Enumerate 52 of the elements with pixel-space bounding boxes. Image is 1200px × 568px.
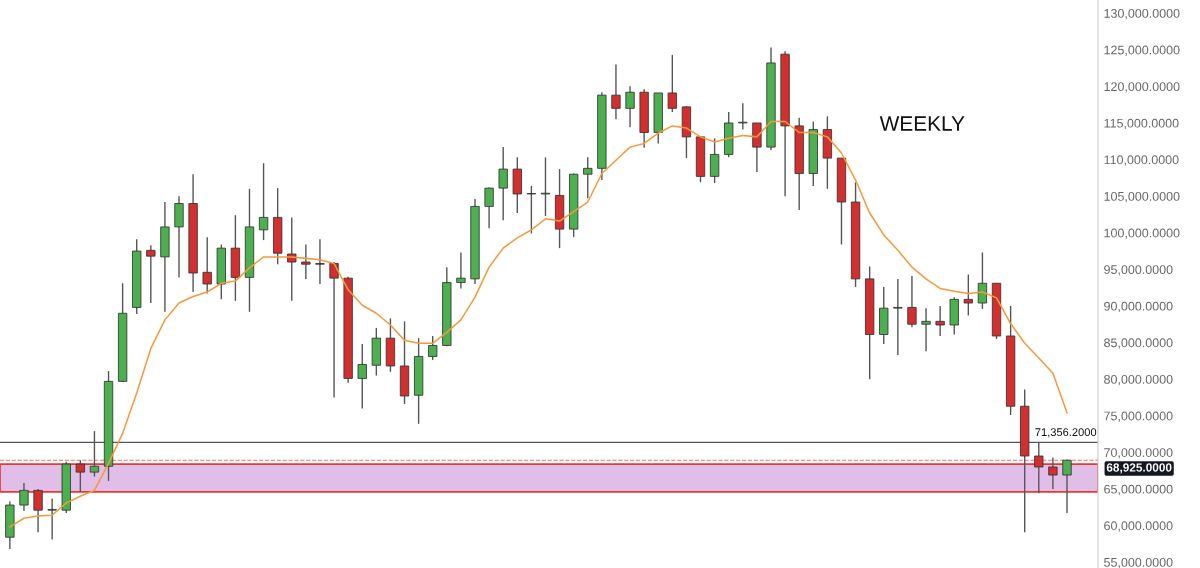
candlestick [921,307,931,353]
y-tick-label: 60,000.0000 [1104,521,1173,532]
y-tick-label: 65,000.0000 [1104,484,1173,496]
candlestick [33,488,43,533]
candlestick [287,216,297,302]
candlestick [611,63,621,121]
candlestick [428,335,438,361]
candlestick [667,54,677,113]
candlestick [258,162,269,241]
ref-line-label: 68,925.0000 [1106,463,1172,474]
candlestick [977,251,988,310]
candlestick [1048,456,1058,490]
candlestick [625,85,635,129]
y-tick-label: 75,000.0000 [1104,411,1173,422]
y-tick-label: 80,000.0000 [1104,374,1173,386]
y-tick-label: 120,000.0000 [1104,82,1180,93]
candlestick [907,275,917,328]
y-tick-label: 105,000.0000 [1104,191,1180,203]
candlestick [540,156,551,217]
candlestick [357,343,367,410]
candlestick [19,482,29,512]
candlestick [583,156,593,200]
candlestick [174,195,184,279]
y-tick-label: 95,000.0000 [1104,265,1173,276]
candlestick [526,185,537,235]
y-tick-label: 85,000.0000 [1104,338,1173,349]
y-tick-label: 115,000.0000 [1104,118,1179,130]
y-tick-label: 70,000.0000 [1104,448,1173,459]
candlestick [935,305,945,337]
candlestick [738,102,748,131]
candlestick [1062,458,1072,514]
candlestick [75,459,85,493]
candlestick [456,251,466,290]
y-tick-label: 125,000.0000 [1104,45,1180,56]
y-tick-label: 55,000.0000 [1104,557,1173,568]
candlestick [47,497,57,541]
candlestick [963,273,973,317]
candlestick [893,278,903,356]
ref-line-label: 71,356.2000 [1035,428,1097,438]
y-tick-label: 110,000.0000 [1104,155,1179,166]
annotation: WEEKLY [879,116,965,131]
candlestick [202,236,212,295]
candlestick [709,137,720,184]
y-tick-label: 90,000.0000 [1104,301,1173,313]
candlestick [315,238,325,285]
candlestick [301,243,311,280]
candlestick [146,244,156,304]
y-tick-label: 130,000.0000 [1104,8,1180,20]
y-tick-label: 100,000.0000 [1104,228,1180,239]
candlestick [484,186,494,230]
candlestick [329,261,339,399]
candlestick [498,146,508,222]
